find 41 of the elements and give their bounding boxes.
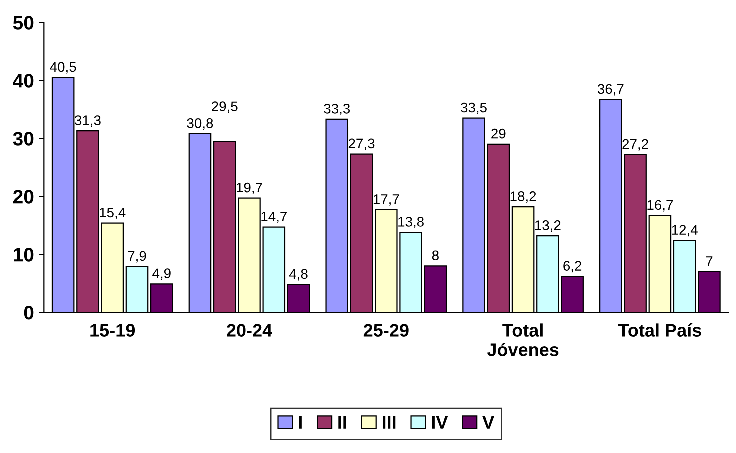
data-label: 31,3	[74, 116, 101, 128]
data-label: 29,5	[212, 102, 238, 114]
legend-label: IV	[432, 416, 448, 429]
data-label: 17,7	[374, 194, 400, 206]
data-label: 15,4	[100, 208, 126, 220]
data-label: 30,8	[187, 118, 214, 130]
data-label: 13,2	[535, 220, 561, 232]
data-label: 8	[432, 250, 439, 261]
data-label: 33,3	[324, 104, 350, 116]
x-tick-label: 20-24	[227, 324, 272, 337]
legend-label: III	[382, 416, 396, 429]
x-tick-label: 15-19	[90, 324, 136, 337]
y-tick-label: 20	[13, 190, 34, 204]
x-tick-label: Total País	[618, 324, 702, 337]
y-tick-label: 50	[13, 16, 34, 30]
legend-label: II	[338, 416, 346, 429]
data-label: 7	[706, 256, 713, 266]
data-label: 18,2	[510, 192, 536, 204]
data-label: 7,9	[128, 251, 146, 263]
data-label: 40,5	[50, 62, 76, 74]
y-tick-label: 10	[14, 248, 34, 262]
data-label: 16,7	[648, 200, 674, 212]
data-label: 14,7	[262, 212, 287, 224]
data-label: 19,7	[237, 182, 262, 194]
data-label: 27,3	[348, 138, 375, 150]
x-tick-label: Total Jóvenes	[487, 324, 559, 356]
legend-label: V	[482, 416, 494, 429]
y-tick-label: 30	[13, 132, 34, 146]
data-label: 33,5	[461, 102, 487, 114]
y-tick-label: 0	[24, 306, 34, 320]
data-label: 4,9	[152, 268, 171, 280]
data-label: 36,7	[598, 84, 624, 96]
data-label: 6,2	[564, 261, 582, 273]
y-tick-label: 40	[13, 74, 34, 88]
data-label: 27,2	[622, 139, 648, 151]
data-label: 13,8	[398, 217, 424, 229]
data-label: 12,4	[672, 225, 698, 237]
data-label: 29	[492, 128, 506, 139]
legend-label: I	[299, 416, 302, 429]
data-label: 4,8	[289, 269, 308, 281]
x-tick-label: 25-29	[364, 324, 409, 337]
